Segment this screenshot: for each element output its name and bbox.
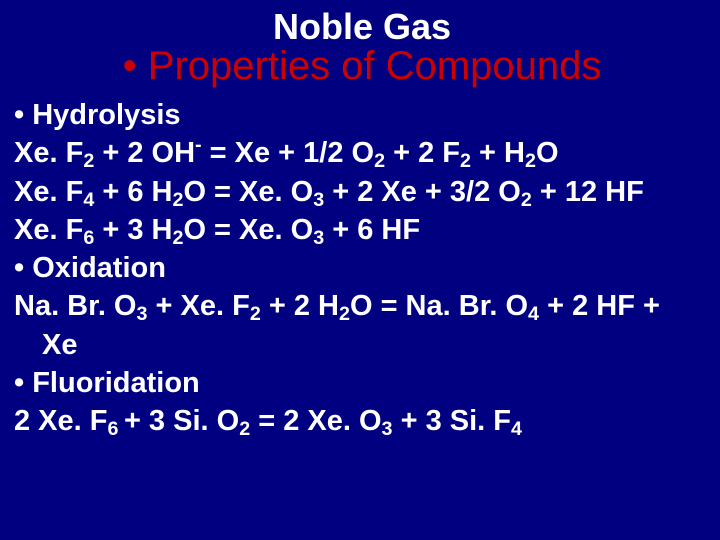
equation-hydrolysis-1: Xe. F2 + 2 OH- = Xe + 1/2 O2 + 2 F2 + H2… [14,134,710,172]
equation-hydrolysis-3: Xe. F6 + 3 H2O = Xe. O3 + 6 HF [14,211,710,249]
body: Hydrolysis Xe. F2 + 2 OH- = Xe + 1/2 O2 … [14,96,710,440]
equation-oxidation-1-cont: Xe [14,326,710,364]
heading-oxidation: Oxidation [14,249,710,287]
equation-fluoridation-1: 2 Xe. F6 + 3 Si. O2 = 2 Xe. O3 + 3 Si. F… [14,402,710,440]
equation-hydrolysis-2: Xe. F4 + 6 H2O = Xe. O3 + 2 Xe + 3/2 O2 … [14,173,710,211]
slide: Noble Gas • Properties of Compounds Hydr… [0,0,720,540]
equation-oxidation-1: Na. Br. O3 + Xe. F2 + 2 H2O = Na. Br. O4… [14,287,710,325]
heading-fluoridation: Fluoridation [14,364,710,402]
heading-hydrolysis: Hydrolysis [14,96,710,134]
title-line2: • Properties of Compounds [14,45,710,88]
title-line1: Noble Gas [14,8,710,47]
title-block: Noble Gas • Properties of Compounds [14,8,710,88]
